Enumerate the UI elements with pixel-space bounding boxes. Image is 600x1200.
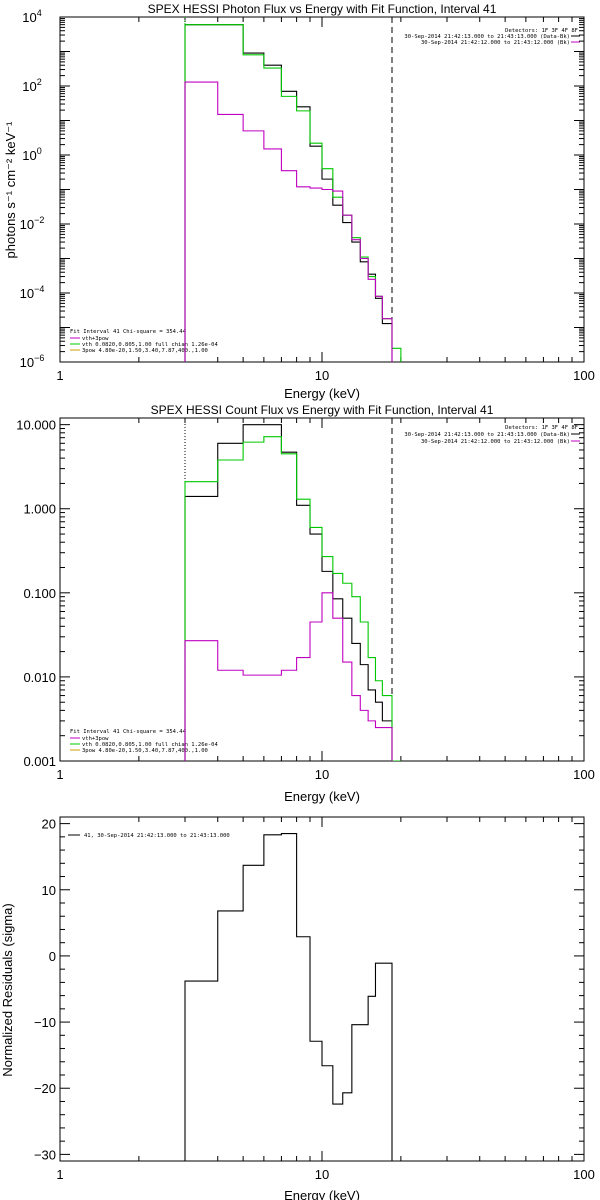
photon-flux-legend-bk-interval: 30-Sep-2014 21:42:12.000 to 21:43:12.000… [421, 40, 570, 46]
count-flux-legend-detectors: Detectors: 1F 3F 4F 8F [505, 425, 578, 431]
photon-flux-series-0-line [184, 24, 393, 362]
count-flux-x-tick-label: 1 [56, 767, 63, 782]
count-flux-legend-vth: vth 0.0820,0.805,1.00 full chian 1.26e-0… [82, 742, 218, 748]
count-flux-panel: SPEX HESSI Count Flux vs Energy with Fit… [16, 403, 595, 804]
photon-flux-y-tick-label: 10−6 [20, 353, 45, 370]
photon-flux-y-tick-label: 102 [22, 77, 41, 94]
photon-flux-series-1-line [184, 24, 402, 362]
photon-flux-title: SPEX HESSI Photon Flux vs Energy with Fi… [148, 2, 497, 16]
photon-flux-x-tick-label: 1 [56, 368, 63, 383]
photon-flux-y-tick-label: 10−2 [20, 215, 45, 232]
photon-flux-y-axis-label: photons s⁻¹ cm⁻² keV⁻¹ [3, 121, 18, 259]
residuals-y-tick-label: −20 [34, 1081, 56, 1096]
residuals-x-tick-label: 10 [315, 1167, 329, 1182]
photon-flux-legend-detectors: Detectors: 1F 3F 4F 8F [505, 28, 578, 34]
photon-flux-y-tick-label: 104 [22, 8, 41, 25]
residuals-x-tick-label: 1 [56, 1167, 63, 1182]
count-flux-legend-top: Detectors: 1F 3F 4F 8F 30-Sep-2014 21:42… [404, 425, 580, 445]
residuals-y-tick-label: 0 [49, 949, 56, 964]
residuals-y-axis-label: Normalized Residuals (sigma) [0, 903, 15, 1076]
residuals-y-tick-label: 10 [42, 883, 56, 898]
count-flux-x-tick-label: 100 [573, 767, 595, 782]
count-flux-legend-bottom: Fit Interval 41 Chi-square = 354.44 vth+… [70, 729, 218, 754]
photon-flux-legend-top: Detectors: 1F 3F 4F 8F 30-Sep-2014 21:42… [404, 28, 580, 46]
photon-flux-panel: SPEX HESSI Photon Flux vs Energy with Fi… [3, 2, 595, 401]
residuals-y-tick-label: −10 [34, 1015, 56, 1030]
photon-flux-legend-3pow: 3pow 4.80e-20,1.50,3.40,7.87,400.,1.00 [82, 348, 208, 354]
count-flux-legend-bk-interval: 30-Sep-2014 21:42:12.000 to 21:43:12.000… [421, 439, 570, 445]
photon-flux-legend-fit-interval: Fit Interval 41 Chi-square = 354.44 [70, 329, 187, 335]
residuals-plot-frame [59, 816, 585, 1162]
count-flux-series-2-line [184, 592, 393, 761]
residuals-y-tick-label: 20 [42, 817, 56, 832]
count-flux-plot-frame [59, 417, 585, 762]
count-flux-x-axis-label: Energy (keV) [284, 789, 360, 804]
count-flux-legend-fit-interval: Fit Interval 41 Chi-square = 354.44 [70, 729, 187, 735]
residuals-x-axis-label: Energy (keV) [284, 1188, 360, 1200]
count-flux-legend-model: vth+3pow [82, 736, 109, 742]
count-flux-y-tick-label: 0.100 [23, 586, 56, 601]
count-flux-y-tick-label: 0.010 [23, 670, 56, 685]
count-flux-y-tick-label: 10.000 [16, 418, 56, 433]
count-flux-series-1-line [184, 436, 401, 761]
count-flux-legend-3pow: 3pow 4.80e-20,1.50,3.40,7.87,400.,1.00 [82, 748, 208, 754]
count-flux-y-tick-label: 1.000 [23, 502, 56, 517]
photon-flux-legend-bottom: Fit Interval 41 Chi-square = 354.44 vth+… [70, 329, 218, 354]
photon-flux-x-tick-label: 10 [315, 368, 329, 383]
count-flux-y-tick-label: 0.001 [23, 754, 56, 769]
count-flux-x-tick-label: 10 [315, 767, 329, 782]
residuals-legend-interval: 41, 30-Sep-2014 21:42:13.000 to 21:43:13… [84, 833, 230, 839]
photon-flux-x-axis-label: Energy (keV) [284, 386, 360, 401]
photon-flux-legend-data-interval: 30-Sep-2014 21:42:13.000 to 21:43:13.000… [404, 34, 570, 40]
count-flux-legend-data-interval: 30-Sep-2014 21:42:13.000 to 21:43:13.000… [404, 432, 570, 438]
residuals-y-tick-label: −30 [34, 1147, 56, 1162]
photon-flux-x-tick-label: 100 [573, 368, 595, 383]
residuals-panel: Normalized Residuals (sigma) Energy (keV… [0, 816, 595, 1200]
photon-flux-y-tick-label: 100 [22, 146, 41, 163]
residuals-legend: 41, 30-Sep-2014 21:42:13.000 to 21:43:13… [68, 833, 230, 839]
photon-flux-legend-vth: vth 0.0820,0.805,1.00 full chian 1.26e-0… [82, 342, 218, 348]
residuals-series-0-line [184, 832, 393, 1161]
photon-flux-legend-model: vth+3pow [82, 336, 109, 342]
residuals-x-tick-label: 100 [573, 1167, 595, 1182]
photon-flux-y-tick-label: 10−4 [20, 284, 45, 301]
photon-flux-series-2-line [184, 81, 393, 362]
count-flux-title: SPEX HESSI Count Flux vs Energy with Fit… [151, 403, 494, 417]
